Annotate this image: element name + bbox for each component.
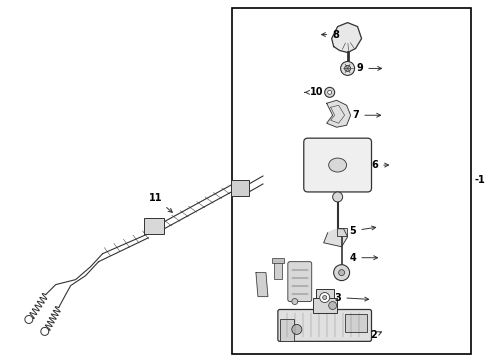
Text: 9: 9 [356, 63, 381, 73]
Text: 2: 2 [370, 330, 381, 341]
Text: 8: 8 [321, 30, 338, 40]
Polygon shape [326, 100, 350, 127]
Bar [273, 261, 281, 279]
Text: 5: 5 [349, 226, 375, 236]
Bar [232, 8, 470, 354]
Circle shape [319, 293, 329, 302]
Bar [271, 258, 283, 263]
Text: 11: 11 [148, 193, 172, 212]
Bar [336, 228, 346, 236]
Circle shape [327, 90, 331, 94]
Bar [230, 180, 248, 196]
Ellipse shape [328, 158, 346, 172]
Circle shape [25, 315, 33, 323]
Text: 10: 10 [304, 87, 323, 97]
Polygon shape [255, 273, 267, 297]
Bar [344, 315, 366, 332]
Bar [279, 319, 293, 341]
Text: 6: 6 [371, 160, 388, 170]
Bar [144, 218, 164, 234]
Text: 4: 4 [349, 253, 377, 263]
Circle shape [344, 66, 350, 71]
Circle shape [340, 62, 354, 75]
Circle shape [333, 265, 349, 280]
Circle shape [332, 192, 342, 202]
Circle shape [338, 270, 344, 276]
FancyBboxPatch shape [303, 138, 371, 192]
FancyBboxPatch shape [277, 310, 371, 341]
Circle shape [324, 87, 334, 97]
Text: 7: 7 [352, 110, 380, 120]
Circle shape [291, 298, 297, 305]
FancyBboxPatch shape [287, 262, 311, 302]
Polygon shape [331, 23, 361, 53]
Circle shape [322, 296, 326, 300]
Text: -1: -1 [473, 175, 484, 185]
Text: 3: 3 [334, 293, 368, 302]
Circle shape [291, 324, 301, 334]
Polygon shape [323, 229, 347, 247]
Bar [315, 289, 333, 306]
Bar [312, 298, 336, 314]
Circle shape [41, 328, 49, 336]
Circle shape [328, 302, 336, 310]
